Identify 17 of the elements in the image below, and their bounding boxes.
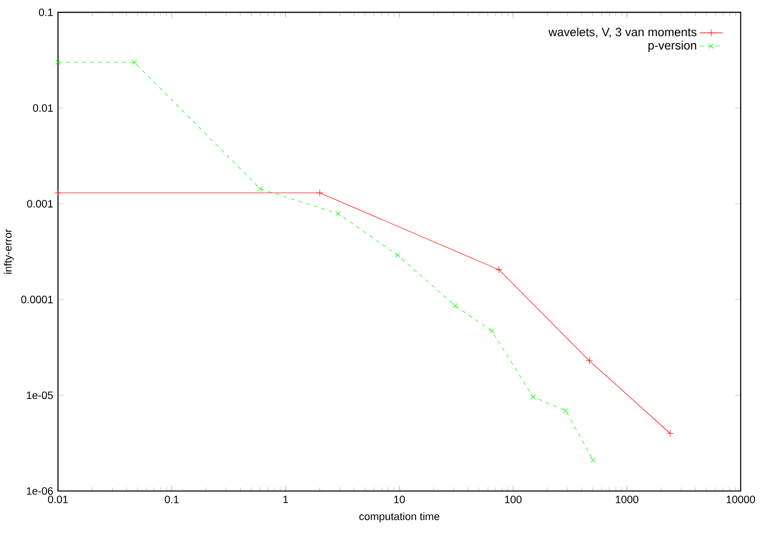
legend-label: p-version bbox=[648, 40, 696, 52]
x-tick-label: 10000 bbox=[726, 496, 756, 504]
y-tick-label: 0.1 bbox=[38, 8, 53, 16]
y-tick-label: 0.01 bbox=[33, 104, 53, 112]
x-tick-label: 0.1 bbox=[164, 496, 179, 504]
x-axis-title: computation time bbox=[359, 512, 440, 522]
y-tick-label: 1e-05 bbox=[26, 392, 53, 400]
y-axis-title: infty-error bbox=[4, 229, 14, 274]
y-tick-label: 1e-06 bbox=[26, 487, 53, 495]
y-tick-label: 0.0001 bbox=[21, 296, 53, 304]
x-tick-label: 10 bbox=[394, 496, 405, 504]
x-tick-label: 0.01 bbox=[48, 496, 68, 504]
legend-label: wavelets, V, 3 van moments bbox=[548, 27, 696, 38]
y-tick-label: 0.001 bbox=[27, 200, 53, 208]
x-tick-label: 1000 bbox=[616, 496, 638, 504]
x-tick-label: 100 bbox=[505, 496, 522, 504]
x-tick-label: 1 bbox=[283, 496, 288, 504]
